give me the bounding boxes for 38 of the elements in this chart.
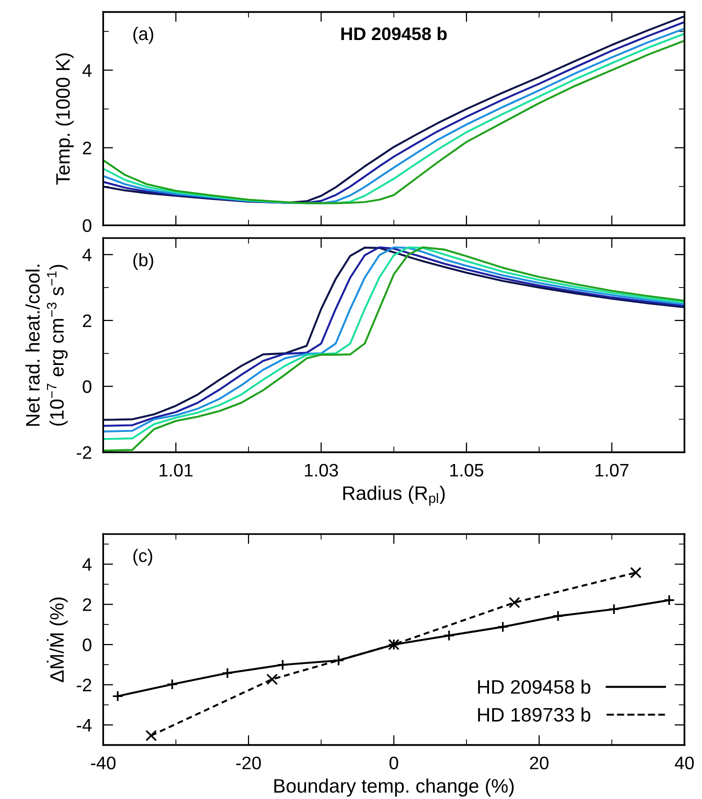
y-tick-label: 4 [82,558,92,571]
text: HD 209458 b [341,26,447,40]
annotation: (b) [133,253,154,270]
y-tick-label: 0 [82,380,92,394]
x-axis-title: Boundary temp. change (%) [274,778,514,797]
x-tick-label: 40 [674,756,694,770]
y-tick-label: 4 [82,64,92,77]
x-tick-label: 1.07 [596,464,628,477]
y-tick-label: -2 [76,446,92,459]
y-tick-label: -4 [76,719,92,732]
annotation: (a) [133,26,154,44]
x-tick-label: 1.05 [450,464,484,477]
y-axis-title: Net rad. heat./cool. (10$^{−7}$ erg cm$^{−3}$ s$^{−1}$) [25,264,68,426]
point [630,566,642,578]
y-axis-title: Temp. (1000 K) [56,53,74,185]
x-tick-label: 20 [530,756,548,770]
x-axis-title: Radius (R$_{pl}$) [343,486,445,506]
y-tick-label: 2 [82,598,92,611]
x-tick-label: 1.03 [304,464,338,477]
x-tick-label: 0 [390,756,398,770]
point [112,690,124,702]
y-tick-label: 0 [82,638,92,652]
y-tick-label: -2 [76,678,92,692]
y-tick-label: 0 [82,219,92,232]
y-tick-label: 2 [82,314,92,328]
x-tick-label: 1.01 [160,464,193,477]
point [663,594,675,606]
point [145,730,157,742]
legend-label: HD 189733 b [478,707,590,722]
legend-label: HD 209458 b [478,680,590,694]
annotation: (c) [133,548,152,566]
y-tick-label: 2 [82,142,92,154]
y-tick-label: 4 [82,248,92,262]
point [266,674,278,685]
x-tick-label: -20 [236,756,261,770]
y-axis-title: ΔṀ/Ṁ (%) [46,598,68,682]
point [508,596,520,608]
x-tick-label: -40 [90,756,116,770]
